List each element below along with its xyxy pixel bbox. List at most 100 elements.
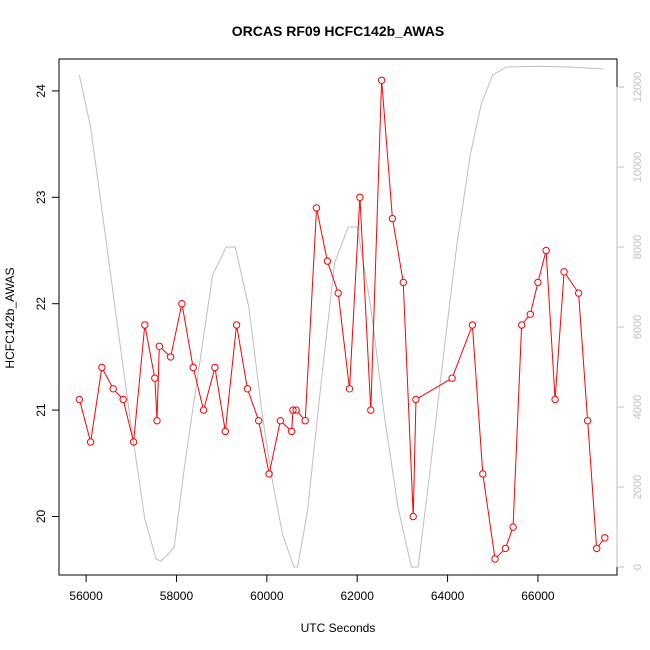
data-point — [312, 204, 321, 212]
x-tick-label: 66000 — [521, 589, 555, 603]
series-primary-segment — [297, 412, 304, 419]
series-primary-segment — [538, 253, 546, 280]
series-primary-segment — [193, 370, 204, 408]
series-primary-segment — [530, 285, 538, 312]
y-tick-label: 23 — [34, 190, 48, 204]
x-axis-label: UTC Seconds — [301, 621, 376, 635]
y2-tick-label: 4000 — [632, 395, 644, 419]
series-primary-segment — [123, 402, 134, 440]
data-point — [292, 406, 300, 414]
series-primary-segment — [133, 328, 145, 439]
series-primary-segment — [154, 381, 158, 418]
data-point — [356, 193, 364, 202]
data-point — [301, 417, 309, 425]
data-point — [211, 363, 219, 372]
series-primary-segment — [545, 253, 556, 397]
series-primary-segment — [359, 200, 372, 407]
y-axis-left: 20 21 22 23 24 — [34, 84, 59, 523]
y-tick-label: 24 — [34, 84, 48, 98]
series-primary-segment — [412, 402, 417, 514]
series-primary-segment — [523, 316, 529, 323]
data-point — [288, 427, 296, 436]
series-primary-segment — [236, 328, 248, 386]
data-point — [323, 257, 332, 265]
x-axis: 56000 58000 60000 62000 64000 66000 — [69, 574, 555, 603]
series-primary-segment — [79, 402, 91, 440]
data-point — [155, 342, 164, 350]
series-primary-segment — [304, 211, 317, 418]
data-point — [75, 395, 84, 404]
data-point — [583, 417, 592, 425]
data-point — [151, 374, 159, 382]
data-point — [574, 289, 583, 297]
series-primary-segment — [506, 529, 513, 546]
series-secondary-path — [78, 65, 604, 568]
series-primary-segment — [156, 349, 160, 418]
chart-title: ORCAS RF09 HCFC142b_AWAS — [232, 23, 444, 39]
x-tick-label: 56000 — [69, 589, 103, 603]
series-primary-segment — [578, 296, 588, 418]
data-point — [377, 76, 386, 85]
data-point — [129, 438, 138, 446]
data-point — [199, 406, 208, 414]
x-tick-label: 60000 — [250, 589, 284, 603]
series-primary-segment — [258, 423, 269, 471]
series-primary-segment — [327, 264, 338, 291]
series-primary-segment — [182, 306, 194, 365]
y-axis-label: HCFC142b_AWAS — [3, 267, 17, 368]
data-point — [276, 417, 285, 425]
data-point — [98, 363, 106, 372]
series-primary-segment — [225, 328, 237, 429]
series-primary-segment — [115, 390, 122, 398]
data-point — [255, 417, 263, 425]
data-point — [448, 374, 456, 382]
y2-tick-label: 0 — [632, 564, 644, 570]
series-primary-segment — [587, 423, 597, 546]
series-primary-segment — [402, 285, 414, 514]
data-point — [409, 512, 417, 521]
data-point — [468, 321, 477, 329]
y-tick-label: 20 — [34, 510, 48, 524]
series-primary-segment — [418, 379, 450, 399]
series-primary-segment — [496, 550, 504, 558]
series-primary-segment — [381, 83, 393, 216]
x-tick-label: 58000 — [160, 589, 194, 603]
data-point — [560, 268, 568, 276]
x-tick-label: 62000 — [341, 589, 375, 603]
y-tick-label: 22 — [34, 297, 48, 311]
series-primary-segment — [102, 370, 113, 387]
series-secondary-line — [78, 65, 604, 568]
data-point — [399, 278, 407, 287]
data-point — [243, 385, 252, 393]
data-point — [367, 406, 375, 414]
data-point — [178, 300, 186, 308]
y2-tick-label: 6000 — [632, 315, 644, 339]
series-primary-segment — [472, 328, 484, 471]
data-point — [479, 470, 487, 478]
series-primary-segment — [282, 422, 290, 430]
data-point — [593, 544, 601, 553]
data-point — [265, 470, 273, 478]
series-primary-segment — [291, 413, 294, 429]
series-primary-segment — [598, 539, 604, 547]
data-point — [551, 395, 559, 404]
plot-frame — [58, 58, 618, 576]
data-point — [166, 353, 175, 361]
data-point — [388, 214, 397, 223]
y-tick-label: 21 — [34, 403, 48, 417]
series-primary-points — [75, 76, 609, 563]
data-point — [518, 321, 526, 329]
data-point — [601, 534, 609, 542]
y-axis-right: 0 2000 4000 6000 8000 10000 12000 — [616, 72, 644, 570]
series-primary-segment — [161, 348, 169, 356]
series-primary-line — [79, 83, 604, 558]
series-primary-segment — [565, 274, 578, 291]
x-tick-label: 64000 — [431, 589, 465, 603]
data-point — [534, 278, 542, 287]
data-point — [526, 310, 534, 318]
series-primary-segment — [338, 296, 350, 386]
series-primary-segment — [482, 477, 496, 556]
y2-tick-label: 12000 — [632, 72, 644, 103]
data-point — [86, 438, 95, 446]
series-primary-segment — [316, 211, 328, 259]
